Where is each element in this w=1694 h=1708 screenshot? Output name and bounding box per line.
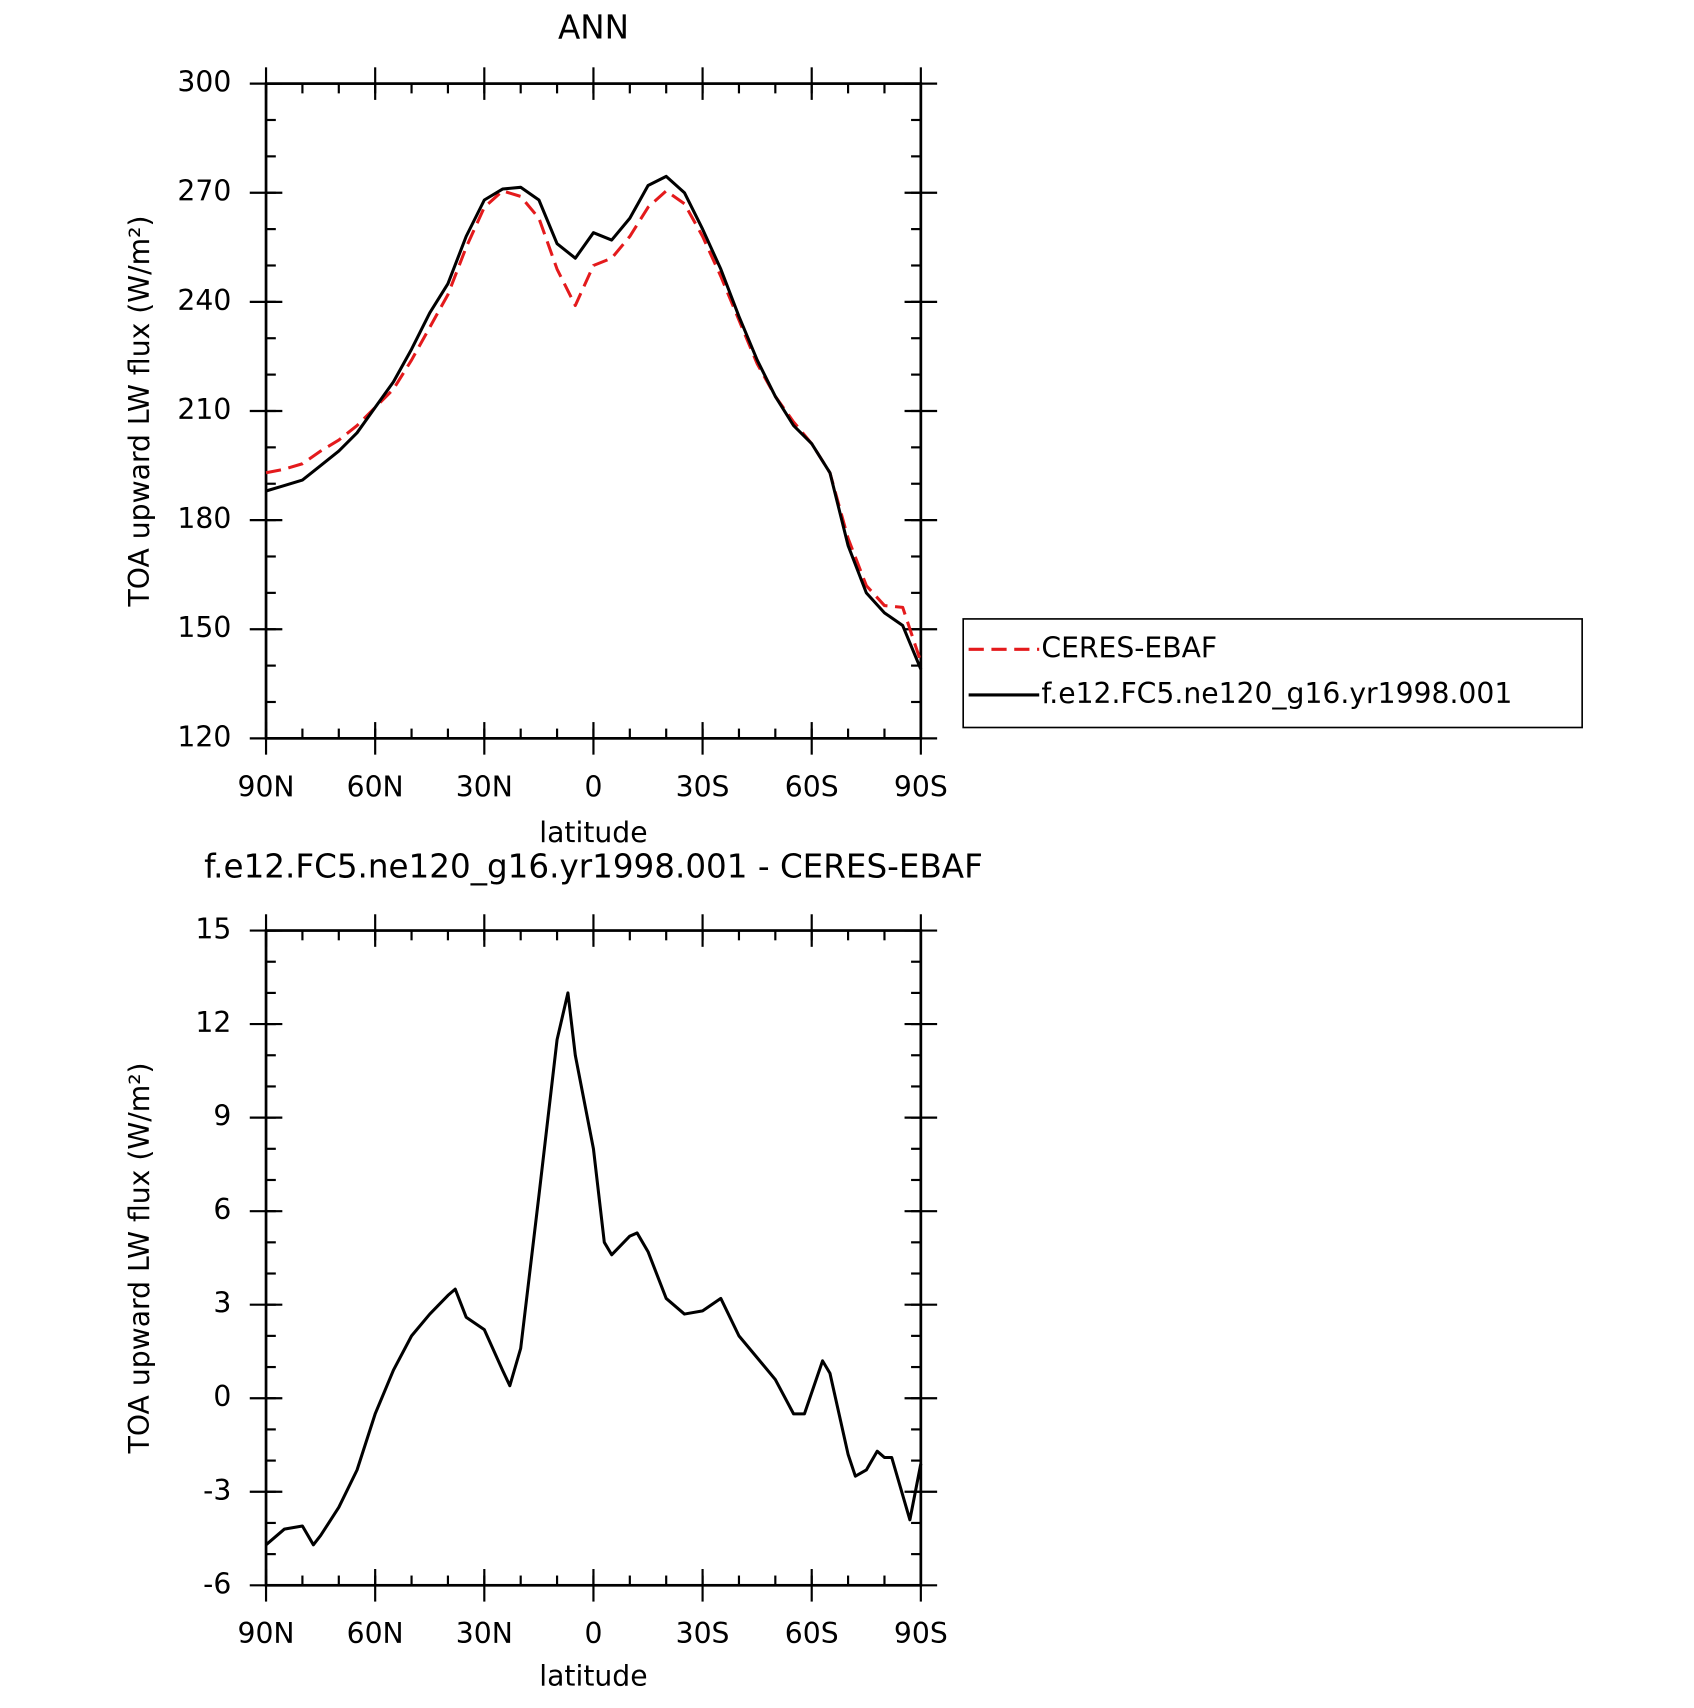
plot-frame — [264, 82, 923, 740]
y-tick-label: 9 — [213, 1100, 231, 1133]
x-tick-label: 30N — [456, 1617, 513, 1650]
x-tick-label: 30S — [676, 1617, 730, 1650]
y-tick-label: 300 — [177, 66, 231, 99]
y-tick-label: 15 — [195, 913, 231, 946]
x-tick-label: 90N — [238, 1617, 295, 1650]
line-series — [265, 991, 923, 1547]
y-tick-label: 12 — [195, 1006, 231, 1039]
y-tick-label: 6 — [213, 1193, 231, 1226]
x-axis-label: latitude — [539, 1660, 647, 1693]
y-tick-label: -3 — [203, 1474, 231, 1507]
legend-box — [962, 618, 1583, 729]
chart-title: f.e12.FC5.ne120_g16.yr1998.001 - CERES-E… — [204, 848, 983, 886]
y-tick-label: 0 — [213, 1380, 231, 1413]
x-tick-label: 30N — [456, 770, 513, 803]
x-tick-label: 60N — [347, 1617, 404, 1650]
x-tick-label: 90N — [238, 770, 295, 803]
legend-label: f.e12.FC5.ne120_g16.yr1998.001 — [1041, 677, 1512, 710]
line-series — [265, 189, 923, 663]
y-tick-label: 180 — [177, 502, 231, 535]
line-series — [265, 174, 923, 670]
y-tick-label: 150 — [177, 611, 231, 644]
y-axis-label: TOA upward LW flux (W/m²) — [123, 1062, 156, 1454]
y-tick-label: 270 — [177, 175, 231, 208]
y-tick-label: 210 — [177, 393, 231, 426]
y-axis-label: TOA upward LW flux (W/m²) — [123, 216, 156, 608]
chart-title: ANN — [558, 8, 629, 46]
x-tick-label: 60S — [785, 1617, 839, 1650]
x-tick-label: 60N — [347, 770, 404, 803]
x-tick-label: 0 — [584, 770, 602, 803]
y-tick-label: 120 — [177, 720, 231, 753]
legend-label: CERES-EBAF — [1041, 631, 1217, 664]
x-tick-label: 60S — [785, 770, 839, 803]
x-tick-label: 90S — [894, 1617, 948, 1650]
plot-frame — [264, 929, 923, 1587]
y-tick-label: 3 — [213, 1287, 231, 1320]
y-tick-label: -6 — [203, 1567, 231, 1600]
x-tick-label: 0 — [584, 1617, 602, 1650]
x-tick-label: 30S — [676, 770, 730, 803]
x-tick-label: 90S — [894, 770, 948, 803]
y-tick-label: 240 — [177, 284, 231, 317]
x-axis-label: latitude — [539, 816, 647, 849]
